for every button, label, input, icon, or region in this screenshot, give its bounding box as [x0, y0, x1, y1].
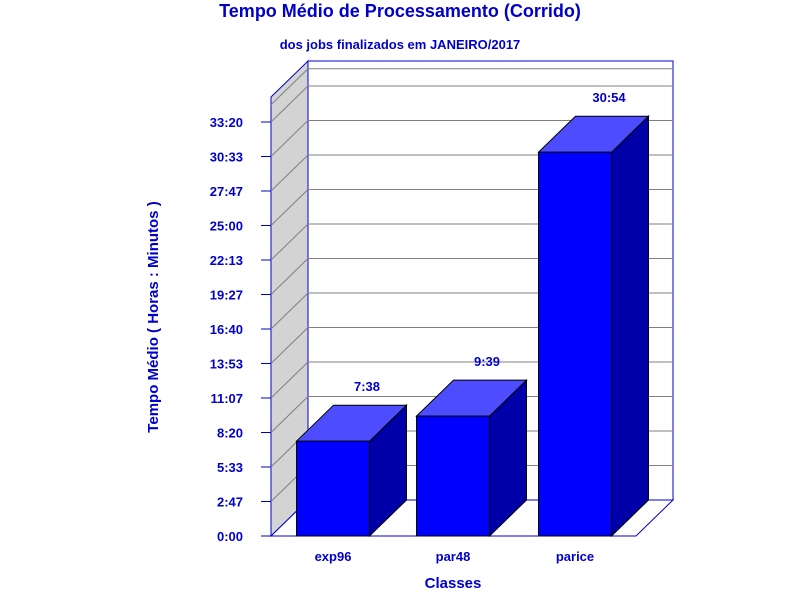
bars: 7:38 9:39 30:54	[295, 90, 650, 538]
y-tick-label: 13:53	[210, 356, 243, 371]
y-tick-label: 11:07	[210, 391, 243, 406]
grid-line-side	[270, 223, 309, 261]
x-tick-label: par48	[436, 549, 471, 564]
grid-line-side	[270, 154, 309, 192]
bar-parice: 30:54	[537, 90, 650, 538]
bar-exp96: 7:38	[295, 379, 408, 538]
bar-side	[611, 115, 649, 538]
y-tick-label: 22:13	[210, 253, 243, 268]
grid-line-side	[270, 396, 309, 433]
grid-line-side	[270, 361, 309, 399]
y-tick-label: 0:00	[217, 529, 243, 544]
y-tick-label: 5:33	[217, 460, 243, 475]
bar-front	[296, 440, 370, 537]
x-tick-label: parice	[556, 549, 594, 564]
chart-title: Tempo Médio de Processamento (Corrido)	[219, 1, 581, 21]
grid-line-side	[270, 258, 309, 295]
y-tick-label: 27:47	[210, 184, 243, 199]
x-axis-label: Classes	[425, 575, 482, 592]
y-tick-label: 2:47	[217, 494, 243, 509]
y-tick-label: 30:33	[210, 149, 243, 164]
y-tick-label: 19:27	[210, 288, 243, 303]
y-axis-label: Tempo Médio ( Horas : Minutos )	[145, 201, 162, 432]
grid-line-side	[270, 292, 309, 330]
bar-front	[416, 415, 490, 537]
bar-value-label: 30:54	[592, 90, 626, 105]
bar-par48: 9:39	[415, 354, 528, 538]
bar-front	[538, 151, 612, 537]
grid-line-side	[270, 120, 309, 157]
y-tick-label: 8:20	[217, 426, 243, 441]
grid-line-side	[270, 327, 309, 364]
grid-line-side	[270, 68, 309, 106]
chart-subtitle: dos jobs finalizados em JANEIRO/2017	[279, 37, 521, 52]
grid-line-side	[270, 85, 309, 123]
bar-value-label: 7:38	[354, 379, 380, 394]
x-tick-label: exp96	[315, 549, 352, 564]
x-axis-ticks: exp96 par48 parice	[315, 549, 595, 564]
bar-value-label: 9:39	[474, 354, 500, 369]
y-tick-label: 16:40	[210, 322, 243, 337]
grid-line-side	[270, 189, 309, 226]
y-tick-label: 25:00	[210, 218, 243, 233]
y-tick-label: 33:20	[210, 115, 243, 130]
